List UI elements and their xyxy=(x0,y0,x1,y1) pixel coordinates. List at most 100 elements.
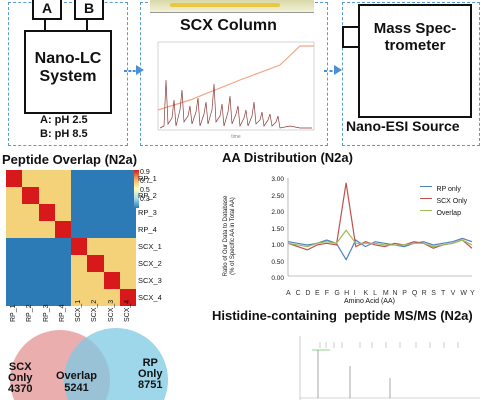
aa-x-tick-label: P xyxy=(402,290,407,297)
heatmap-row-label: SCX_3 xyxy=(138,275,162,285)
heatmap-cell xyxy=(87,204,104,221)
heatmap-cell xyxy=(38,204,55,221)
heatmap-cell xyxy=(103,170,120,187)
scale-label-2: 0.5 xyxy=(140,187,150,194)
heatmap-cell xyxy=(6,272,23,289)
aa-x-tick-label: T xyxy=(440,290,446,297)
legend-scx-label: SCX Only xyxy=(436,198,468,205)
heatmap-col-label: RP_4 xyxy=(58,304,66,322)
heatmap-cell xyxy=(103,255,120,272)
ytick-0: 3.00 xyxy=(271,176,284,183)
aa-ylabel-line2: (% of Specific AA in Total AA) xyxy=(230,197,236,275)
heatmap-row-label: RP_3 xyxy=(138,207,157,217)
venn-overlap-value: 5241 xyxy=(64,382,89,394)
aa-x-tick-label: D xyxy=(305,290,311,297)
heatmap-cell xyxy=(87,238,104,255)
heatmap-col-label: SCX_2 xyxy=(91,299,99,322)
msms-spectrum xyxy=(299,336,480,400)
heatmap-cell xyxy=(71,221,88,238)
heatmap-cell xyxy=(22,238,39,255)
aa-series-line xyxy=(287,229,473,248)
heatmap-cell xyxy=(119,221,136,238)
peptide-overlap-heatmap xyxy=(6,170,136,306)
aa-x-tick-label: H xyxy=(344,290,350,297)
heatmap-cell xyxy=(119,170,136,187)
aa-x-tick-label: G xyxy=(334,290,340,297)
heatmap-cell xyxy=(71,289,88,306)
heatmap-cell xyxy=(38,238,55,255)
heatmap-cell xyxy=(119,272,136,289)
venn-scx-label: SCX Only 4370 xyxy=(8,362,32,395)
ytick-3: 1.50 xyxy=(271,225,284,233)
aa-x-tick-label: M xyxy=(382,290,389,297)
heatmap-cell xyxy=(38,289,55,306)
heatmap-cell xyxy=(54,187,71,204)
nano-lc-subtitle: System xyxy=(39,68,97,85)
heatmap-cell xyxy=(38,272,55,289)
heatmap-cell xyxy=(119,289,136,306)
heatmap-cell xyxy=(38,255,55,272)
heatmap-cell xyxy=(87,255,104,272)
scx-column-title: SCX Column xyxy=(180,17,277,34)
heatmap-title: Peptide Overlap (N2a) xyxy=(2,152,138,167)
aa-chart-title: AA Distribution (N2a) xyxy=(222,150,353,165)
heatmap-cell xyxy=(54,238,71,255)
solvent-b-label: B xyxy=(83,0,95,16)
heatmap-cell xyxy=(71,255,88,272)
heatmap-cell xyxy=(87,221,104,238)
heatmap-cell xyxy=(6,170,23,187)
heatmap-col-label: RP_3 xyxy=(42,304,50,322)
aa-legend: RP only SCX Only Overlap xyxy=(420,182,467,218)
mass-spec-subtitle: trometer xyxy=(384,37,446,54)
solvent-a-label: A xyxy=(41,0,53,16)
heatmap-cell xyxy=(54,272,71,289)
svg-text:time: time xyxy=(231,134,241,140)
venn-scx-value: 4370 xyxy=(8,383,33,395)
heatmap-cell xyxy=(6,204,23,221)
heatmap-cell xyxy=(103,289,120,306)
heatmap-col-label: RP_2 xyxy=(26,304,34,322)
aa-x-tick-label: K xyxy=(363,290,369,297)
flow-arrow-2-head xyxy=(334,65,342,75)
aa-x-tick-label: Y xyxy=(470,290,475,297)
scale-label-0: 0.9 xyxy=(140,169,150,176)
heatmap-cell xyxy=(22,221,39,238)
esi-inlet xyxy=(342,26,360,48)
heatmap-cell xyxy=(103,238,120,255)
heatmap-cell xyxy=(119,204,136,221)
heatmap-cell xyxy=(22,255,39,272)
heatmap-cell xyxy=(71,170,88,187)
heatmap-cell xyxy=(87,187,104,204)
heatmap-cell xyxy=(6,221,23,238)
legend-scx: SCX Only xyxy=(420,194,467,206)
heatmap-row-label: RP_4 xyxy=(138,224,157,234)
scale-label-3: 0.3 xyxy=(140,196,150,203)
venn-rp-value: 8751 xyxy=(138,379,163,391)
scx-gradient-line xyxy=(157,45,314,111)
legend-rp: RP only xyxy=(420,182,467,194)
aa-x-tick-label: A xyxy=(286,290,291,297)
legend-overlap-label: Overlap xyxy=(436,210,461,217)
aa-x-tick-label: V xyxy=(450,290,456,297)
ytick-6: 0.00 xyxy=(271,275,284,282)
ytick-5: 0.50 xyxy=(271,258,284,266)
solvent-b-line xyxy=(86,18,88,30)
aa-x-tick-label: W xyxy=(460,290,467,297)
ytick-1: 2.50 xyxy=(271,192,284,200)
heatmap-cell xyxy=(87,272,104,289)
heatmap-col-label: RP_1 xyxy=(10,304,18,322)
scx-column-tube xyxy=(170,3,280,7)
mass-spectrometer-box: Mass Spec- trometer xyxy=(358,4,472,118)
buffer-a-label: A: pH 2.5 xyxy=(40,114,88,126)
heatmap-cell xyxy=(103,221,120,238)
heatmap-cell xyxy=(6,187,23,204)
heatmap-row-label: RP_1 xyxy=(138,173,157,183)
heatmap-cell xyxy=(54,221,71,238)
heatmap-cell xyxy=(22,170,39,187)
venn-scx-line1: SCX xyxy=(8,361,32,373)
scx-trace xyxy=(159,79,312,129)
aa-x-tick-label: C xyxy=(295,290,301,297)
venn-scx-line2: Only xyxy=(8,372,33,384)
heatmap-cell xyxy=(103,204,120,221)
heatmap-cell xyxy=(71,187,88,204)
